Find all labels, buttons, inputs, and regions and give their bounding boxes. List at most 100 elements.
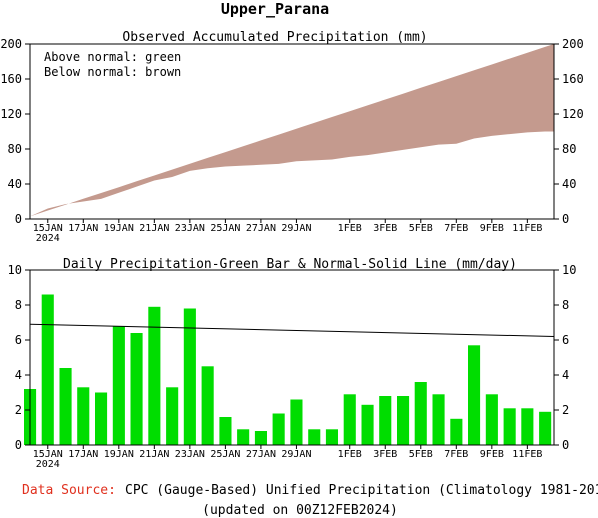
daily-precip-bar: [468, 345, 481, 446]
x-tick-label: 21JAN: [139, 223, 169, 234]
daily-precip-bar: [379, 396, 392, 445]
daily-precip-bar: [539, 411, 552, 446]
x-tick-label: 23JAN: [175, 449, 205, 460]
x-tick-label: 7FEB: [444, 449, 468, 460]
x-tick-label: 7FEB: [444, 223, 468, 234]
bottom-chart-title: Daily Precipitation-Green Bar & Normal-S…: [63, 257, 517, 272]
x-tick-label: 15JAN: [33, 449, 63, 460]
y-tick-label-right: 0: [562, 438, 569, 452]
y-tick-label-left: 6: [15, 333, 22, 347]
y-tick-label-left: 200: [0, 37, 22, 51]
bottom-chart-frame: [29, 269, 555, 446]
daily-precip-bar: [308, 429, 321, 446]
y-tick-label-left: 80: [8, 142, 22, 156]
daily-precip-bar: [237, 429, 250, 446]
y-tick-label-right: 0: [562, 212, 569, 226]
x-tick-label: 25JAN: [210, 449, 240, 460]
daily-precip-bar: [112, 326, 125, 445]
x-tick-label: 17JAN: [68, 449, 98, 460]
x-tick-label: 9FEB: [480, 223, 504, 234]
y-tick-label-left: 10: [8, 263, 22, 277]
daily-precip-bar: [414, 382, 427, 445]
normal-line: [29, 323, 555, 337]
daily-precip-bar: [183, 308, 196, 445]
x-tick-label: 19JAN: [104, 449, 134, 460]
top-chart-title: Observed Accumulated Precipitation (mm): [122, 30, 427, 45]
daily-precip-bar: [485, 394, 498, 446]
x-tick-label: 29JAN: [281, 449, 311, 460]
y-tick-label-right: 80: [562, 142, 576, 156]
bottom-chart-bars: [24, 294, 552, 446]
x-tick-label: 19JAN: [104, 223, 134, 234]
x-tick-sublabel: 2024: [36, 233, 60, 244]
y-tick-label-left: 0: [15, 438, 22, 452]
daily-precip-bar: [450, 418, 463, 446]
y-tick-label-right: 6: [562, 333, 569, 347]
x-tick-label: 1FEB: [338, 449, 362, 460]
x-tick-label: 25JAN: [210, 223, 240, 234]
daily-precip-bar: [272, 413, 285, 445]
y-tick-label-right: 4: [562, 368, 569, 382]
y-tick-label-left: 8: [15, 298, 22, 312]
x-tick-label: 21JAN: [139, 449, 169, 460]
x-tick-label: 3FEB: [373, 223, 397, 234]
legend-below-normal: Below normal: brown: [44, 65, 181, 79]
y-tick-label-left: 120: [0, 107, 22, 121]
daily-precip-bar: [503, 408, 516, 446]
x-tick-label: 5FEB: [409, 223, 433, 234]
y-tick-label-left: 2: [15, 403, 22, 417]
y-tick-label-right: 2: [562, 403, 569, 417]
daily-precip-bar: [77, 387, 90, 446]
daily-precip-bar: [166, 387, 179, 446]
x-tick-label: 27JAN: [246, 449, 276, 460]
y-tick-label-right: 10: [562, 263, 576, 277]
daily-precip-bar: [521, 408, 534, 446]
x-tick-label: 11FEB: [512, 223, 542, 234]
daily-precip-bar: [219, 417, 232, 445]
x-tick-label: 1FEB: [338, 223, 362, 234]
legend-above-normal: Above normal: green: [44, 50, 181, 64]
y-tick-label-right: 200: [562, 37, 584, 51]
x-tick-label: 23JAN: [175, 223, 205, 234]
y-tick-label-right: 8: [562, 298, 569, 312]
x-tick-label: 3FEB: [373, 449, 397, 460]
figure-title: Upper_Parana: [221, 0, 329, 18]
y-tick-label-left: 40: [8, 177, 22, 191]
y-tick-label-left: 160: [0, 72, 22, 86]
daily-precip-bar: [95, 392, 108, 445]
bottom-chart-normal-line: [29, 323, 555, 337]
daily-precip-bar: [41, 294, 54, 445]
daily-precip-bar: [290, 399, 303, 445]
below-normal-area: [30, 44, 554, 217]
top-chart-frame: [29, 43, 555, 220]
daily-precip-bar: [59, 368, 72, 445]
daily-precip-bar: [397, 396, 410, 445]
data-source-label: Data Source:: [22, 483, 116, 498]
y-tick-label-left: 0: [15, 212, 22, 226]
x-tick-sublabel: 2024: [36, 459, 60, 470]
daily-precip-bar: [201, 366, 214, 446]
daily-precip-bar: [130, 333, 143, 445]
x-tick-label: 27JAN: [246, 223, 276, 234]
top-chart-area: [30, 44, 554, 217]
y-tick-label-right: 120: [562, 107, 584, 121]
x-tick-label: 11FEB: [512, 449, 542, 460]
updated-text: (updated on 00Z12FEB2024): [202, 503, 398, 518]
y-tick-label-left: 4: [15, 368, 22, 382]
daily-precip-bar: [325, 429, 338, 446]
y-tick-label-right: 160: [562, 72, 584, 86]
x-tick-label: 29JAN: [281, 223, 311, 234]
x-tick-label: 9FEB: [480, 449, 504, 460]
daily-precip-bar: [254, 431, 267, 445]
x-tick-label: 5FEB: [409, 449, 433, 460]
daily-precip-bar: [343, 394, 356, 446]
x-tick-label: 17JAN: [68, 223, 98, 234]
daily-precip-bar: [148, 306, 161, 446]
x-tick-label: 15JAN: [33, 223, 63, 234]
data-source-text: CPC (Gauge-Based) Unified Precipitation …: [125, 483, 598, 498]
y-tick-label-right: 40: [562, 177, 576, 191]
daily-precip-bar: [361, 404, 374, 446]
